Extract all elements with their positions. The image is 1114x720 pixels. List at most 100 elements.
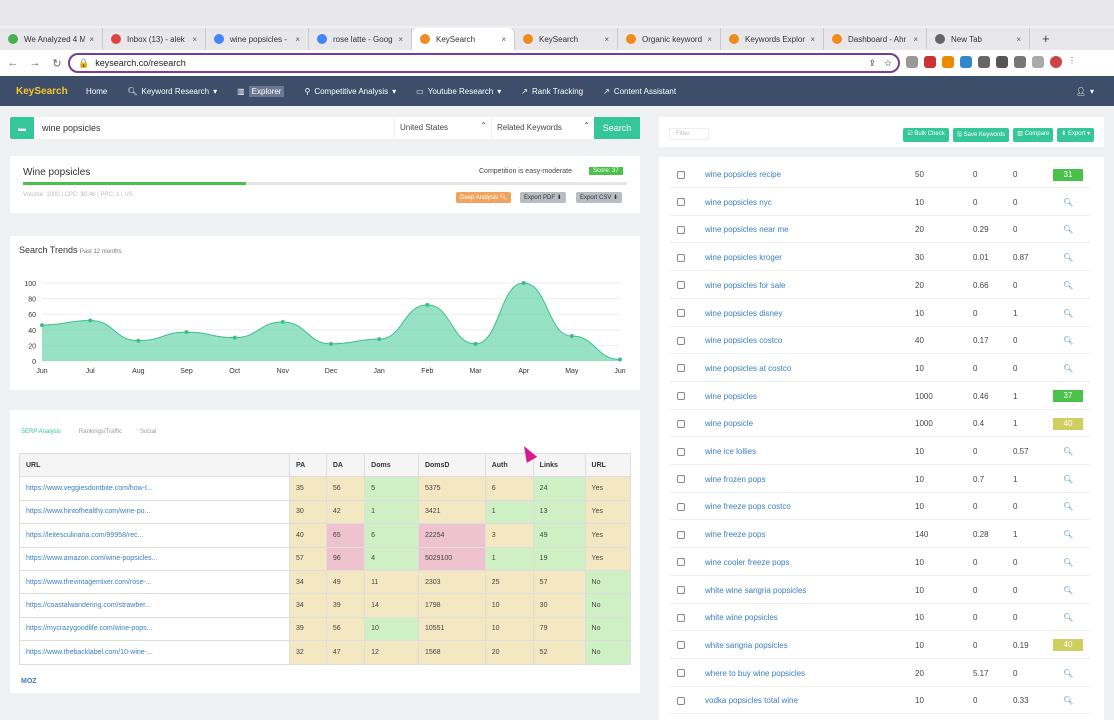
row-checkbox[interactable]	[677, 475, 685, 484]
data-point[interactable]	[329, 341, 333, 346]
row-checkbox[interactable]	[677, 696, 685, 705]
browser-tab[interactable]: Keywords Explor ×	[721, 28, 824, 50]
row-checkbox[interactable]	[677, 669, 685, 678]
row-checkbox[interactable]	[677, 336, 685, 345]
data-point[interactable]	[136, 338, 141, 343]
country-select[interactable]: United States ⌃	[394, 117, 491, 139]
keyword-link[interactable]: white sangria popsicles	[705, 640, 788, 650]
forward-icon[interactable]: →	[29, 57, 41, 69]
search-icon[interactable]: 🔍︎	[1063, 502, 1074, 512]
url-bar[interactable]: 🔒 keysearch.co/research ⇪ ☆	[68, 53, 900, 73]
keyword-link[interactable]: wine popsicles disney	[705, 308, 783, 318]
extension-icon[interactable]	[942, 56, 954, 68]
search-button[interactable]: Search	[594, 117, 640, 139]
tab-social[interactable]: Social	[139, 429, 157, 435]
search-icon[interactable]: 🔍︎	[1063, 530, 1074, 540]
extension-icon[interactable]	[978, 56, 990, 68]
row-checkbox[interactable]	[677, 198, 685, 207]
bulk-check-button[interactable]: ☑ Bulk Check	[903, 128, 949, 142]
row-checkbox[interactable]	[677, 419, 685, 428]
keyword-link[interactable]: wine frozen pops	[705, 474, 766, 484]
keyword-link[interactable]: wine cooler freeze pops	[705, 557, 790, 567]
search-icon[interactable]: 🔍︎	[1063, 696, 1074, 706]
star-icon[interactable]: ☆	[883, 57, 892, 68]
keyword-link[interactable]: vodka popsicles total wine	[705, 696, 798, 706]
serp-url-link[interactable]: https://www.veggiesdontbite.com/how-t...	[19, 476, 290, 501]
close-icon[interactable]: ×	[192, 34, 197, 44]
search-icon[interactable]: 🔍︎	[1063, 197, 1074, 207]
search-icon[interactable]: 🔍︎	[1063, 363, 1074, 373]
close-icon[interactable]: ×	[810, 34, 815, 44]
keyword-link[interactable]: wine popsicles kroger	[705, 253, 782, 263]
row-checkbox[interactable]	[677, 364, 685, 373]
new-tab-icon[interactable]: +	[1042, 31, 1050, 46]
search-icon[interactable]: 🔍︎	[1063, 225, 1074, 235]
serp-url-link[interactable]: https://www.hintofhealthy.com/wine-po...	[19, 499, 290, 525]
data-point[interactable]	[40, 323, 44, 328]
row-checkbox[interactable]	[677, 309, 685, 317]
serp-url-link[interactable]: https://leitesculinaria.com/99958/rec...	[19, 523, 290, 548]
row-checkbox[interactable]	[677, 392, 685, 401]
nav-keyword-research[interactable]: 🔍︎ Keyword Research ▾	[117, 87, 227, 96]
search-icon[interactable]: 🔍︎	[1063, 336, 1074, 346]
keyword-link[interactable]: wine popsicles	[705, 391, 758, 401]
keyword-link[interactable]: white wine popsicles	[705, 613, 778, 623]
search-icon[interactable]: 🔍︎	[1063, 447, 1074, 456]
extension-icon[interactable]	[996, 56, 1008, 68]
profile-icon[interactable]	[1050, 56, 1062, 68]
row-checkbox[interactable]	[677, 586, 685, 594]
extension-icon[interactable]	[960, 56, 972, 68]
serp-url-link[interactable]: https://coastalwandering.com/strawber...	[19, 593, 290, 618]
data-point[interactable]	[521, 281, 526, 285]
row-checkbox[interactable]	[677, 613, 685, 622]
nav-explorer[interactable]: ▥ Explorer	[227, 85, 294, 97]
keyword-link[interactable]: wine popsicle	[705, 419, 754, 429]
extension-icon[interactable]	[1032, 56, 1044, 68]
keyword-link[interactable]: wine freeze pops costco	[705, 502, 791, 512]
search-icon[interactable]: 🔍︎	[1063, 253, 1074, 263]
menu-icon[interactable]: ⋮	[1068, 56, 1076, 65]
browser-tab[interactable]: wine popsicles - ×	[206, 28, 309, 50]
serp-url-link[interactable]: https://www.amazon.com/wine-popsicles...	[19, 546, 290, 571]
close-icon[interactable]: ×	[398, 34, 403, 44]
extension-icon[interactable]	[906, 56, 918, 68]
data-point[interactable]	[184, 330, 189, 335]
data-point[interactable]	[232, 335, 237, 340]
tab-serp-analysis[interactable]: SERP Analysis	[21, 429, 61, 435]
data-point[interactable]	[280, 320, 285, 324]
close-icon[interactable]: ×	[604, 34, 609, 44]
keyword-link[interactable]: wine ice lollies	[705, 447, 757, 456]
nav-content-assistant[interactable]: ↗ Content Assistant	[593, 87, 686, 96]
row-checkbox[interactable]	[677, 447, 685, 456]
serp-url-link[interactable]: https://www.thevintagemixer.com/rose-...	[19, 569, 290, 595]
keyword-link[interactable]: wine popsicles near me	[705, 225, 789, 235]
data-point[interactable]	[569, 334, 574, 339]
search-icon[interactable]: 🔍︎	[1063, 280, 1074, 290]
export-button[interactable]: ⬇ Export ▾	[1057, 128, 1094, 142]
browser-tab[interactable]: KeySearch ×	[515, 28, 618, 50]
share-icon[interactable]: ⇪	[868, 57, 876, 68]
search-icon[interactable]: 🔍︎	[1063, 557, 1074, 567]
browser-tab[interactable]: rose latte - Goog ×	[309, 28, 412, 50]
close-icon[interactable]: ×	[295, 34, 300, 44]
row-checkbox[interactable]	[677, 641, 685, 650]
close-icon[interactable]: ×	[913, 34, 918, 44]
serp-url-link[interactable]: https://mycrazygoodlife.com/wine-pops...	[19, 616, 290, 642]
row-checkbox[interactable]	[677, 558, 685, 567]
export-pdf-button[interactable]: Export PDF ⬇	[520, 192, 566, 203]
row-checkbox[interactable]	[677, 170, 685, 179]
row-checkbox[interactable]	[677, 225, 685, 234]
search-icon[interactable]: 🔍︎	[1063, 668, 1074, 678]
nav-rank-tracking[interactable]: ↗ Rank Tracking	[511, 87, 593, 96]
search-icon[interactable]: 🔍︎	[1063, 308, 1074, 318]
nav-home[interactable]: Home	[76, 87, 117, 96]
tab-rankings-traffic[interactable]: Rankings/Traffic	[78, 429, 122, 435]
browser-tab[interactable]: We Analyzed 4 M ×	[0, 28, 103, 50]
browser-tab[interactable]: Inbox (13) - alek ×	[103, 28, 206, 50]
deep-analysis-button[interactable]: Deep Analysis 🔍︎	[456, 192, 512, 203]
browser-tab[interactable]: KeySearch ×	[412, 28, 515, 50]
export-csv-button[interactable]: Export CSV ⬇	[576, 192, 623, 203]
save-keywords-button[interactable]: 🖫 Save Keywords	[952, 128, 1010, 142]
folder-button[interactable]: ▬	[10, 117, 34, 139]
data-point[interactable]	[473, 341, 478, 346]
